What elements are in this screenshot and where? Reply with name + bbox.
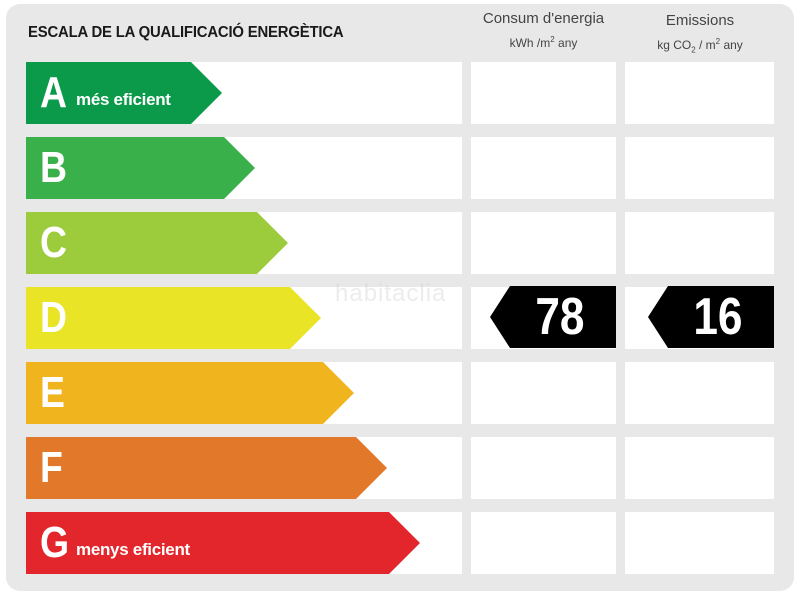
emissions-cell-f — [625, 437, 774, 499]
emissions-cell-g — [625, 512, 774, 574]
consum-cell-b — [471, 137, 616, 199]
emissions-column-header: Emissions kg CO2 / m2 any — [625, 12, 775, 58]
consum-cell-e — [471, 362, 616, 424]
emissions-cell-c — [625, 212, 774, 274]
consum-cell-a — [471, 62, 616, 124]
watermark: habitaclia — [335, 280, 447, 307]
grade-arrow-e: E — [26, 362, 354, 424]
emissions-cell-e — [625, 362, 774, 424]
consum-cell-f — [471, 437, 616, 499]
grade-letter: D — [40, 293, 68, 342]
consum-cell-c — [471, 212, 616, 274]
emissions-header-label: Emissions — [665, 12, 735, 29]
grade-arrow-f: F — [26, 437, 387, 499]
grade-description: més eficient — [76, 90, 171, 109]
grade-arrow-d: D — [26, 287, 321, 349]
grade-letter: G — [40, 518, 70, 567]
emissions-value-tag: 16 — [648, 286, 774, 348]
grade-arrow-c: C — [26, 212, 288, 274]
emissions-cell-b — [625, 137, 774, 199]
grade-arrow-b: B — [26, 137, 255, 199]
grade-description: menys eficient — [76, 540, 190, 559]
label-title: ESCALA DE LA QUALIFICACIÓ ENERGÈTICA — [28, 24, 344, 41]
emissions-cell-a — [625, 62, 774, 124]
consum-cell-g — [471, 512, 616, 574]
consum-header-unit: kWh /m2 any — [509, 35, 578, 50]
grade-letter: A — [40, 68, 68, 117]
grade-letter: F — [40, 443, 63, 492]
consum-value: 78 — [535, 288, 585, 346]
consum-column-header: Consum d'energia kWh /m2 any — [470, 10, 617, 51]
emissions-value: 16 — [693, 288, 743, 346]
grade-letter: C — [40, 218, 68, 267]
consum-value-tag: 78 — [490, 286, 616, 348]
emissions-header-unit: kg CO2 / m2 any — [657, 37, 743, 55]
consum-header-label: Consum d'energia — [482, 10, 605, 27]
grade-letter: B — [40, 143, 68, 192]
grade-letter: E — [40, 368, 65, 417]
